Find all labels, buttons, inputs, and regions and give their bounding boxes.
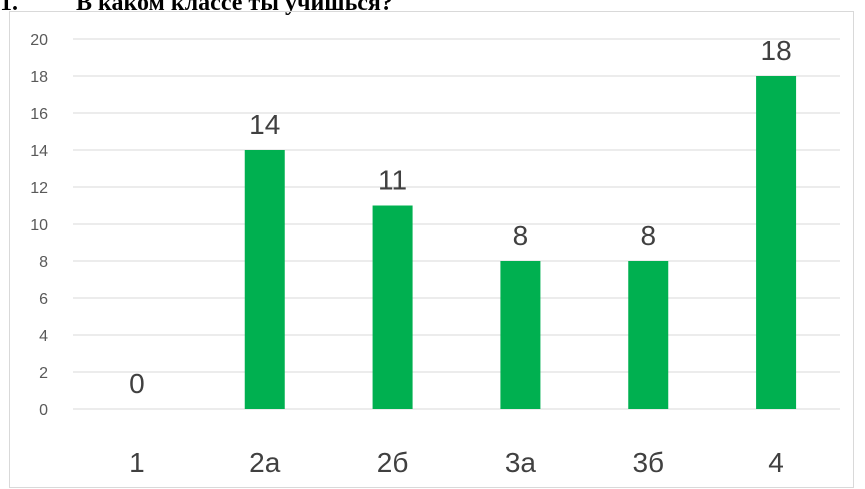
y-tick-label: 12: [30, 180, 48, 197]
data-labels: 0 14 11 8 8 18: [129, 35, 792, 399]
x-tick-label: 1: [129, 447, 145, 478]
data-label: 14: [249, 109, 280, 140]
x-tick-label: 4: [768, 447, 784, 478]
y-tick-label: 0: [39, 402, 48, 419]
y-tick-label: 16: [30, 106, 48, 123]
question-text: В каком классе ты учишься?: [76, 0, 393, 16]
bar: [372, 205, 413, 409]
y-tick-label: 4: [39, 328, 48, 345]
y-tick-label: 18: [30, 69, 48, 86]
bars: [244, 76, 797, 409]
y-tick-label: 20: [30, 32, 48, 49]
bar: [244, 150, 285, 409]
bar: [756, 76, 797, 409]
y-axis-ticks: 0 2 4 6 8 10 12 14 16 18 20: [30, 32, 48, 419]
data-label: 8: [513, 220, 529, 251]
gridlines: [73, 38, 840, 410]
question-number: 1.: [0, 0, 18, 16]
x-axis-ticks: 1 2а 2б 3а 3б 4: [129, 447, 784, 478]
data-label: 11: [378, 165, 407, 196]
question-heading: 1. В каком классе ты учишься?: [0, 0, 393, 16]
y-tick-label: 10: [30, 217, 48, 234]
y-tick-label: 14: [30, 143, 48, 160]
bar: [500, 261, 541, 409]
x-tick-label: 2а: [249, 447, 281, 478]
bar: [628, 261, 669, 409]
x-tick-label: 2б: [377, 447, 409, 478]
x-tick-label: 3а: [505, 447, 537, 478]
chart-frame: [9, 11, 854, 488]
data-label: 18: [761, 35, 792, 66]
y-tick-label: 8: [39, 254, 48, 271]
data-label: 0: [129, 368, 145, 399]
x-tick-label: 3б: [632, 447, 664, 478]
y-tick-label: 2: [39, 365, 48, 382]
data-label: 8: [640, 220, 656, 251]
y-tick-label: 6: [39, 291, 48, 308]
